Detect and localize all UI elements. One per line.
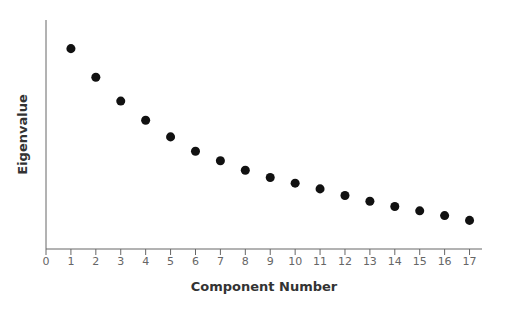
svg-text:9: 9 — [267, 255, 274, 268]
svg-text:7: 7 — [217, 255, 224, 268]
svg-text:6: 6 — [192, 255, 199, 268]
svg-text:15: 15 — [413, 255, 427, 268]
svg-text:8: 8 — [242, 255, 249, 268]
svg-text:3: 3 — [117, 255, 124, 268]
svg-text:0: 0 — [43, 255, 50, 268]
svg-text:Eigenvalue: Eigenvalue — [15, 94, 30, 175]
svg-text:Component Number: Component Number — [191, 279, 338, 294]
svg-text:12: 12 — [338, 255, 352, 268]
svg-text:16: 16 — [438, 255, 452, 268]
svg-text:2: 2 — [92, 255, 99, 268]
svg-text:5: 5 — [167, 255, 174, 268]
svg-text:10: 10 — [288, 255, 302, 268]
svg-text:11: 11 — [313, 255, 327, 268]
svg-text:13: 13 — [363, 255, 377, 268]
svg-text:1: 1 — [67, 255, 74, 268]
svg-text:14: 14 — [388, 255, 402, 268]
svg-text:4: 4 — [142, 255, 149, 268]
svg-text:17: 17 — [463, 255, 477, 268]
